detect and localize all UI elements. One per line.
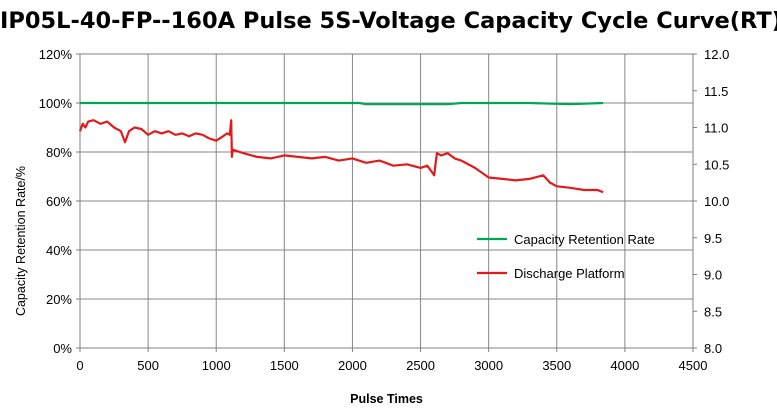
y2-tick-label: 9.0 [704, 268, 722, 283]
x-tick-label: 4000 [610, 358, 639, 373]
y2-tick-label: 8.5 [704, 304, 722, 319]
legend-label: Discharge Platform [514, 266, 625, 281]
x-tick-label: 1000 [202, 358, 231, 373]
series-line-1 [80, 101, 604, 106]
y-axis-title: Capacity Retention Rate/% [14, 166, 28, 316]
x-axis-title: Pulse Times [350, 392, 423, 406]
x-tick-label: 3500 [542, 358, 571, 373]
y-tick-label: 120% [39, 47, 73, 62]
y2-tick-label: 11.0 [704, 121, 728, 136]
y2-axis-ticks: 8.0 8.5 9.0 9.5 10.0 10.5 11.0 11.5 12.0 [693, 47, 729, 356]
x-tick-label: 0 [76, 358, 83, 373]
gridlines [80, 54, 693, 348]
y2-tick-label: 10.5 [704, 157, 729, 172]
legend: Capacity Retention Rate Discharge Platfor… [477, 232, 655, 281]
x-tick-label: 3000 [474, 358, 503, 373]
y2-tick-label: 10.0 [704, 194, 729, 209]
y-tick-label: 0% [53, 341, 72, 356]
y-tick-label: 20% [46, 292, 72, 307]
y2-tick-label: 9.5 [704, 231, 722, 246]
y-tick-label: 60% [46, 194, 72, 209]
y-tick-label: 100% [39, 96, 73, 111]
y-tick-label: 80% [46, 145, 72, 160]
y-axis-ticks: 0% 20% 40% 60% 80% 100% 120% [39, 47, 80, 356]
legend-label: Capacity Retention Rate [514, 232, 655, 247]
series-lines [78, 101, 604, 194]
x-axis-ticks: 0 500 1000 1500 2000 2500 3000 3500 4000 4500 [76, 348, 707, 373]
x-tick-label: 500 [137, 358, 159, 373]
x-tick-label: 2500 [406, 358, 435, 373]
y-tick-label: 40% [46, 243, 72, 258]
x-tick-label: 1500 [270, 358, 299, 373]
x-tick-label: 2000 [338, 358, 367, 373]
y2-tick-label: 12.0 [704, 47, 729, 62]
x-tick-label: 4500 [679, 358, 708, 373]
chart-title: IP05L-40-FP--160A Pulse 5S-Voltage Capac… [0, 8, 777, 34]
y2-tick-label: 8.0 [704, 341, 722, 356]
series-line-2 [78, 119, 604, 194]
y2-tick-label: 11.5 [704, 84, 728, 99]
